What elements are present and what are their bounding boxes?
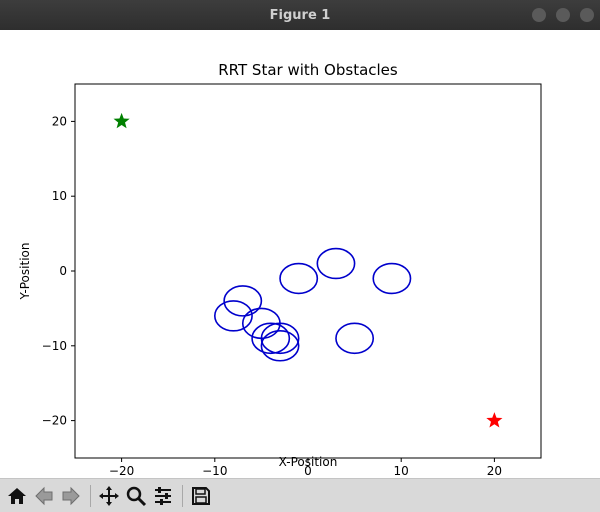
obstacles-layer: [214, 247, 412, 362]
obstacle-circle: [279, 262, 319, 295]
y-tick-label: −10: [42, 339, 67, 353]
x-tick-label: 20: [487, 464, 502, 478]
obstacle-circle: [260, 322, 300, 355]
back-button[interactable]: [31, 483, 57, 509]
obstacle-circle: [316, 247, 356, 280]
axes-frame: [74, 83, 542, 459]
save-button[interactable]: [188, 483, 214, 509]
navigation-toolbar: [0, 478, 600, 512]
obstacle-circle: [260, 330, 300, 362]
maximize-icon: [556, 8, 570, 22]
back-icon: [35, 486, 53, 505]
close-button[interactable]: [580, 8, 594, 22]
obstacle-circle: [335, 322, 375, 355]
forward-button[interactable]: [58, 483, 84, 509]
x-tick-label: 0: [304, 464, 312, 478]
toolbar-separator: [182, 484, 183, 507]
title-bar[interactable]: Figure 1: [0, 0, 600, 30]
chart: RRT Star with Obstacles X-Position Y-Pos…: [18, 61, 542, 478]
y-tick-label: −20: [42, 414, 67, 428]
minimize-icon: [532, 8, 546, 22]
y-tick-label: 20: [52, 114, 67, 128]
obstacle-circle: [223, 285, 263, 317]
markers-layer: [113, 112, 503, 428]
obstacle-circle: [214, 300, 253, 332]
start-star-marker: [113, 112, 130, 129]
zoom-icon: [126, 486, 147, 506]
zoom-button[interactable]: [123, 483, 149, 509]
chart-title: RRT Star with Obstacles: [218, 61, 398, 79]
save-icon: [192, 486, 210, 505]
obstacle-circle: [251, 322, 291, 355]
obstacle-circle: [372, 262, 412, 295]
home-icon: [8, 487, 26, 504]
y-tick-label: 10: [52, 189, 67, 203]
y-axis-label: Y-Position: [18, 243, 32, 301]
pan-icon: [99, 485, 119, 506]
configure-subplots-icon: [155, 486, 171, 505]
goal-star-marker: [486, 412, 503, 428]
y-tick-label: 0: [59, 264, 67, 278]
close-icon: [580, 8, 594, 22]
x-tick-label: −10: [202, 464, 227, 478]
forward-icon: [62, 486, 80, 505]
window-title: Figure 1: [269, 7, 331, 23]
minimize-button[interactable]: [532, 8, 546, 22]
configure-subplots-button[interactable]: [150, 483, 176, 509]
x-tick-label: −20: [109, 464, 134, 478]
home-button[interactable]: [4, 483, 30, 509]
x-tick-label: 10: [394, 464, 409, 478]
figure-canvas[interactable]: RRT Star with Obstacles X-Position Y-Pos…: [0, 30, 600, 478]
pan-button[interactable]: [96, 483, 122, 509]
maximize-button[interactable]: [556, 8, 570, 22]
toolbar-separator: [90, 484, 91, 507]
axis-ticks: −20 −10 0 10 20 20 10 0 −10 −20: [42, 114, 502, 478]
